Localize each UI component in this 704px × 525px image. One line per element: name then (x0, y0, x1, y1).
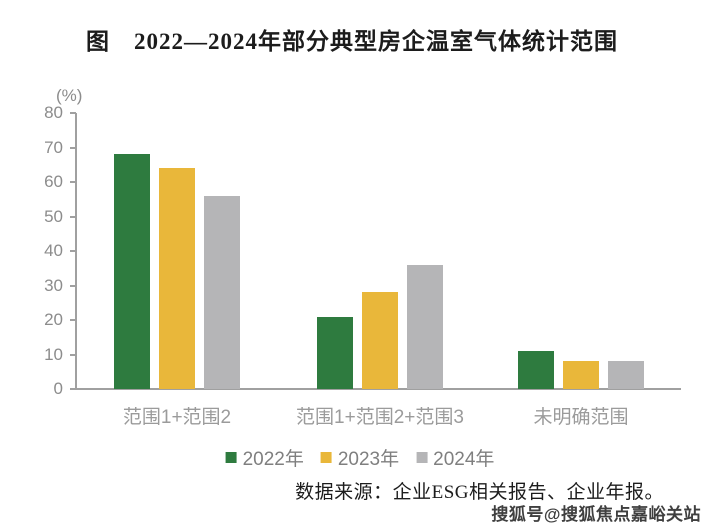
legend: 2022年 2023年 2024年 (225, 444, 494, 471)
bar-2023年-范围1+范围2+范围3 (362, 292, 398, 389)
legend-label: 2024年 (433, 449, 495, 470)
bar-2023年-范围1+范围2 (159, 168, 195, 389)
y-tick-label: 20 (44, 310, 63, 329)
legend-swatch-icon (320, 452, 332, 463)
y-tick-mark (70, 146, 76, 149)
legend-label: 2022年 (242, 449, 304, 470)
y-tick-mark (70, 353, 76, 356)
y-tick-label: 60 (44, 172, 63, 191)
chart-title: 图 2022—2024年部分典型房企温室气体统计范围 (86, 29, 618, 54)
legend-swatch-icon (416, 452, 428, 463)
y-tick-mark (70, 215, 76, 218)
y-tick-mark (70, 250, 76, 252)
legend-swatch-icon (225, 452, 237, 463)
y-tick-mark (70, 181, 76, 183)
y-tick-label: 30 (44, 275, 63, 295)
x-axis-line (75, 388, 681, 390)
bar-2024年-未明确范围 (608, 361, 644, 389)
y-axis-unit-label: (%) (56, 86, 83, 105)
category-label-1: 范围1+范围2 (122, 407, 232, 428)
y-tick-label: 80 (44, 103, 63, 122)
category-label-2: 范围1+范围2+范围3 (296, 407, 464, 428)
y-axis-line (75, 113, 77, 390)
legend-item-2023年: 2023年 (320, 444, 400, 471)
bar-2024年-范围1+范围2+范围3 (407, 265, 443, 389)
bar-2023年-未明确范围 (563, 361, 599, 389)
y-tick-mark (70, 112, 76, 114)
y-tick-label: 50 (44, 206, 63, 226)
y-tick-label: 0 (53, 379, 63, 398)
y-tick-mark (70, 284, 76, 287)
y-tick-mark (70, 319, 76, 321)
bar-2022年-范围1+范围2 (114, 154, 150, 389)
bar-2022年-范围1+范围2+范围3 (317, 317, 353, 389)
category-label-3: 未明确范围 (533, 407, 629, 428)
legend-label: 2023年 (337, 449, 400, 470)
watermark: 搜狐号@搜狐焦点嘉峪关站 (491, 505, 701, 524)
legend-item-2024年: 2024年 (416, 444, 494, 471)
y-tick-label: 70 (44, 137, 63, 157)
source-note: 数据来源：企业ESG相关报告、企业年报。 (295, 482, 664, 503)
y-tick-label: 40 (44, 241, 63, 260)
bar-2024年-范围1+范围2 (204, 196, 240, 389)
bar-2022年-未明确范围 (518, 351, 554, 389)
y-tick-mark (70, 388, 76, 390)
legend-item-2022年: 2022年 (225, 444, 304, 471)
y-tick-label: 10 (44, 344, 63, 364)
